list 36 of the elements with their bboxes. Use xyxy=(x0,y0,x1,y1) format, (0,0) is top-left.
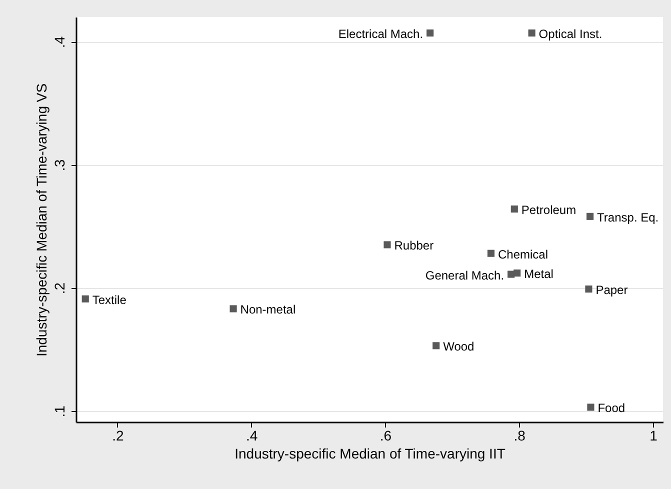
x-axis-title: Industry-specific Median of Time-varying IIT xyxy=(234,446,506,462)
x-tick-label: 1 xyxy=(650,428,658,444)
y-tick-label: .2 xyxy=(52,282,68,294)
annotation: General Mach. xyxy=(425,268,504,282)
annotation: Textile xyxy=(92,292,127,307)
point xyxy=(585,286,592,293)
point xyxy=(487,250,495,257)
annotation: Optical Inst. xyxy=(538,27,602,42)
annotation: Transp. Eq. xyxy=(597,210,659,224)
point xyxy=(230,305,237,312)
point xyxy=(514,270,521,277)
annotation: Chemical xyxy=(498,247,548,262)
y-axis-title: Industry-specific Median of Time-varying VS xyxy=(34,83,50,357)
y-tick-label: .3 xyxy=(52,159,68,172)
x-tick-label: .6 xyxy=(380,428,392,444)
point xyxy=(586,212,594,220)
annotation: Wood xyxy=(443,340,474,354)
point xyxy=(426,29,434,37)
x-tick-label: .2 xyxy=(112,428,124,444)
y-tick-label: .4 xyxy=(52,36,68,48)
annotation: Metal xyxy=(524,267,554,282)
point xyxy=(587,404,594,411)
x-tick-label: .8 xyxy=(514,428,526,444)
annotation: Paper xyxy=(596,283,628,298)
point xyxy=(82,295,89,302)
annotation: Food xyxy=(598,401,626,416)
annotation: Electrical Mach. xyxy=(338,27,424,42)
x-tick-label: .4 xyxy=(246,428,258,444)
point xyxy=(384,241,391,248)
annotation: Rubber xyxy=(394,238,434,253)
annotation: Petroleum xyxy=(521,203,576,218)
y-tick-label: .1 xyxy=(52,405,68,418)
point xyxy=(510,206,518,213)
point xyxy=(528,29,536,37)
point xyxy=(432,342,440,350)
annotation: Non-metal xyxy=(240,302,296,317)
